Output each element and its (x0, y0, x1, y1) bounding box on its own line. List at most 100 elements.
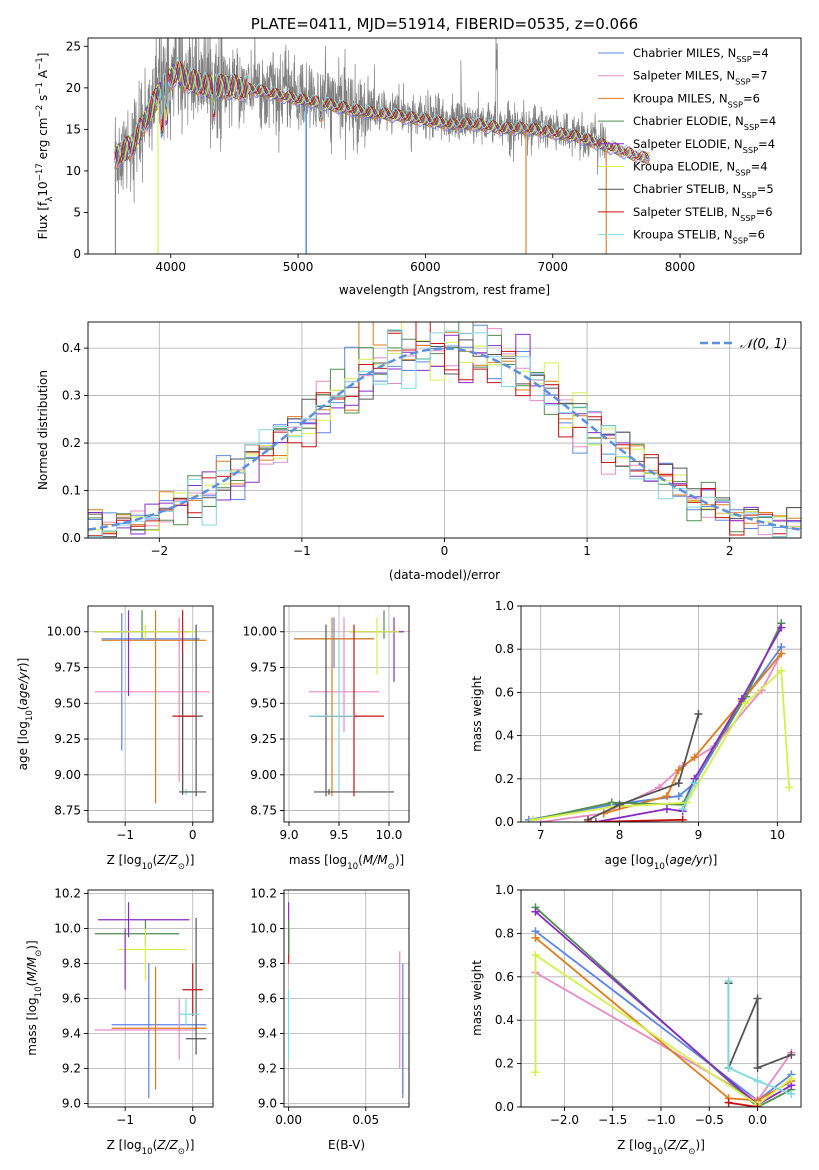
legend-label: Salpeter ELODIE, NSSP=4 (633, 137, 775, 155)
series-marker-chabrier_stelib (753, 1063, 762, 1072)
x-tick-label: 0.00 (275, 1113, 302, 1127)
y-tick-label: 9.00 (54, 768, 81, 782)
plot-area (294, 610, 404, 797)
y-tick-label: 9.6 (62, 992, 81, 1006)
series-marker-kroupa_stelib (787, 1089, 796, 1098)
series-line-chabrier_miles (534, 930, 792, 1102)
series-line-chabrier_elodie (532, 622, 783, 821)
x-axis-label: Z [log10(Z/Z⊙)] (617, 1138, 705, 1157)
y-tick-label: 10.0 (250, 922, 277, 936)
y-tick-label: 20 (66, 81, 81, 95)
y-tick-label: 0.6 (495, 970, 514, 984)
y-tick-label: 0.8 (495, 642, 514, 656)
x-tick-label: 0 (189, 828, 197, 842)
series-marker-kroupa_miles (674, 766, 683, 775)
axes-frame (520, 605, 802, 823)
series-marker-kroupa_elodie (741, 699, 750, 708)
series-marker-kroupa_elodie (777, 666, 786, 675)
x-axis-label: E(B-V) (328, 1138, 365, 1152)
y-tick-label: 25 (66, 39, 81, 53)
legend: Chabrier MILES, NSSP=4 Salpeter MILES, NS… (598, 46, 776, 246)
axes-age_vs_mass: 9.0 9.5 10.0 8.75 9.00 9.25 9.50 9.75 10.00 (243, 605, 410, 842)
legend-label: Kroupa STELIB, NSSP=6 (633, 228, 765, 246)
y-tick-label: 0.6 (495, 685, 514, 699)
series-marker-chabrier_stelib (787, 1050, 796, 1059)
x-tick-label: 7000 (537, 260, 568, 274)
series-marker-chabrier_miles (674, 792, 683, 801)
series-marker-kroupa_miles (690, 753, 699, 762)
x-tick-label: 6000 (410, 260, 441, 274)
x-tick-label: 10.0 (376, 828, 403, 842)
axes-frame (283, 605, 410, 823)
series-marker-kroupa_elodie (787, 1074, 796, 1083)
x-tick-label: 8000 (665, 260, 696, 274)
y-axis-label: Normed distribution (36, 370, 50, 490)
axes-mass_vs_Z: −1 0 9.0 9.2 9.4 9.6 9.8 10.0 10.2 (54, 887, 214, 1127)
normal-curve (88, 347, 801, 531)
x-tick-label: 0.0 (748, 1113, 767, 1127)
chart-title: PLATE=0411, MJD=51914, FIBERID=0535, z=0… (251, 15, 638, 33)
legend-label: Chabrier MILES, NSSP=4 (633, 46, 769, 64)
series-marker-chabrier_stelib (615, 800, 624, 809)
series-marker-chabrier_stelib (694, 710, 703, 718)
series-line-chabrier_stelib (727, 983, 792, 1070)
plot-area (288, 902, 404, 1099)
series-marker-salpeter_stelib (753, 1103, 762, 1107)
y-tick-label: 9.0 (62, 1097, 81, 1111)
y-tick-label: 9.25 (54, 732, 81, 746)
y-tick-label: 0.2 (495, 772, 514, 786)
legend-label: Salpeter MILES, NSSP=7 (633, 69, 768, 87)
y-tick-label: 0 (73, 247, 81, 261)
legend-label: Chabrier STELIB, NSSP=5 (633, 182, 774, 200)
axes-spectrum: 4000 5000 6000 7000 8000 0 5 10 15 20 25 (66, 37, 802, 274)
x-axis-label: (data-model)/error (389, 568, 500, 582)
x-tick-label: −2 (150, 544, 168, 558)
series-marker-kroupa_stelib (724, 977, 733, 986)
x-tick-label: 9.0 (279, 828, 298, 842)
x-tick-label: −1 (116, 828, 134, 842)
series-marker-kroupa_elodie (528, 815, 537, 822)
axes-mass_vs_ebv: 0.00 0.05 9.0 9.2 9.4 9.6 9.8 10.0 10.2 (250, 887, 410, 1127)
series-line-salpeter_elodie (595, 627, 783, 822)
x-tick-label: 5000 (283, 260, 314, 274)
axes-residuals: −2 −1 0 1 2 0.0 0.1 0.2 0.3 0.4 (62, 321, 802, 558)
y-tick-label: 9.0 (258, 1097, 277, 1111)
plot-area (94, 902, 207, 1099)
x-tick-label: 4000 (155, 260, 186, 274)
y-tick-label: 10.00 (243, 625, 277, 639)
y-axis-label: mass weight (470, 676, 484, 752)
x-tick-label: 0 (189, 1113, 197, 1127)
x-tick-label: 1 (583, 544, 591, 558)
series-line-kroupa_stelib (681, 782, 696, 810)
y-axis-label: age [log10(age/yr)] (16, 658, 35, 771)
series-marker-salpeter_stelib (678, 815, 687, 822)
x-tick-label: −1 (116, 1113, 134, 1127)
series-line-chabrier_miles (528, 646, 783, 821)
x-axis-label: mass [log10(M/M⊙)] (289, 853, 404, 872)
y-tick-label: 9.8 (258, 957, 277, 971)
y-tick-label: 10 (66, 164, 81, 178)
x-axis-label: wavelength [Angstrom, rest frame] (339, 283, 550, 297)
y-tick-label: 5 (73, 205, 81, 219)
y-tick-label: 10.2 (54, 887, 81, 901)
series-marker-kroupa_miles (531, 933, 540, 942)
series-line-salpeter_miles (535, 971, 793, 1102)
series-marker-salpeter_elodie (662, 805, 671, 814)
y-tick-label: 0.8 (495, 926, 514, 940)
y-tick-label: 8.75 (54, 804, 81, 818)
y-tick-label: 0.4 (62, 341, 81, 355)
histogram-kroupa_stelib (88, 329, 801, 538)
series-line-kroupa_stelib (727, 981, 792, 1095)
series-marker-salpeter_elodie (737, 694, 746, 703)
y-tick-label: 8.75 (250, 804, 277, 818)
model-spectrum-kroupa_stelib (114, 56, 650, 165)
y-tick-label: 0.4 (495, 729, 514, 743)
series-line-kroupa_elodie (534, 953, 792, 1106)
y-tick-label: 9.50 (250, 696, 277, 710)
series-line-chabrier_elodie (534, 906, 792, 1107)
series-marker-kroupa_miles (662, 792, 671, 801)
plot-area (88, 322, 801, 538)
y-tick-label: 0.0 (495, 815, 514, 829)
y-tick-label: 0.0 (62, 531, 81, 545)
